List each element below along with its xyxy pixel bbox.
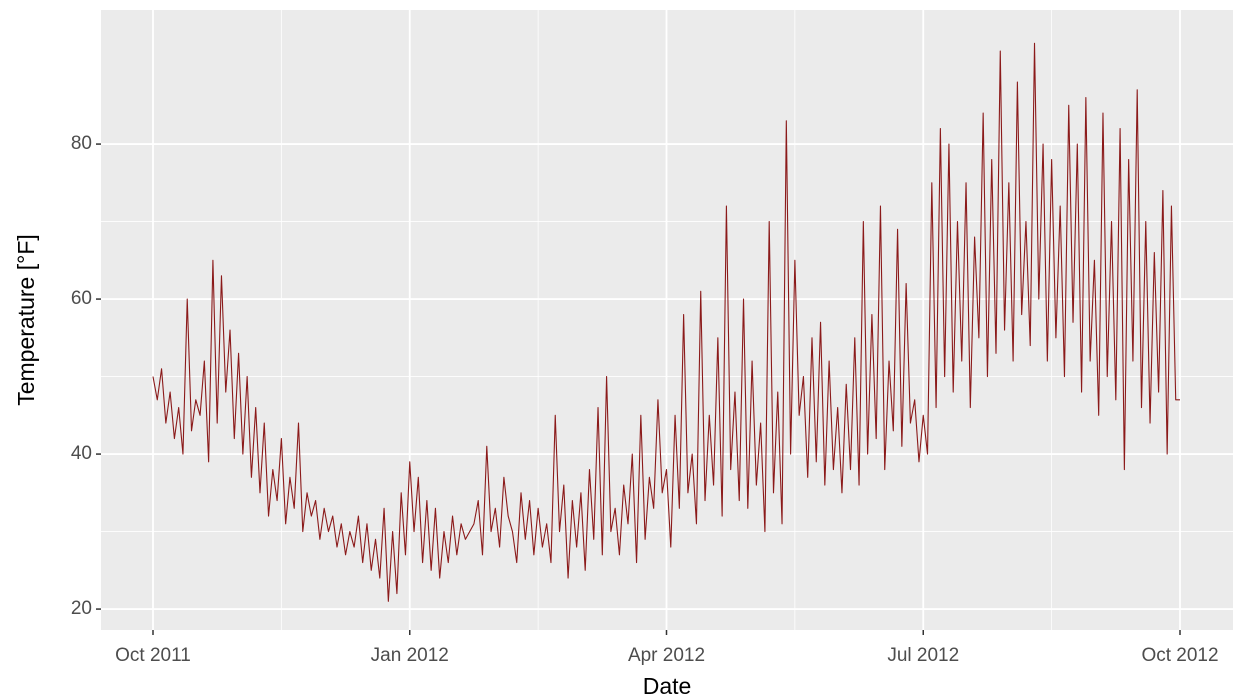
y-tick-label: 20 xyxy=(71,598,92,619)
x-tick-label: Jan 2012 xyxy=(371,645,449,666)
y-tick-label: 80 xyxy=(71,133,92,154)
temperature-line xyxy=(152,42,1180,602)
y-axis-title: Temperature [°F] xyxy=(13,234,39,406)
plot xyxy=(152,42,1180,602)
x-axis-title: Date xyxy=(643,673,692,699)
y-tick-label: 40 xyxy=(71,443,92,464)
x-tick-label: Jul 2012 xyxy=(887,645,959,666)
y-tick-label: 60 xyxy=(71,288,92,309)
x-tick-label: Oct 2012 xyxy=(1141,645,1218,666)
x-tick-label: Oct 2011 xyxy=(115,645,191,666)
x-tick-label: Apr 2012 xyxy=(628,645,705,666)
grid xyxy=(101,10,1233,630)
